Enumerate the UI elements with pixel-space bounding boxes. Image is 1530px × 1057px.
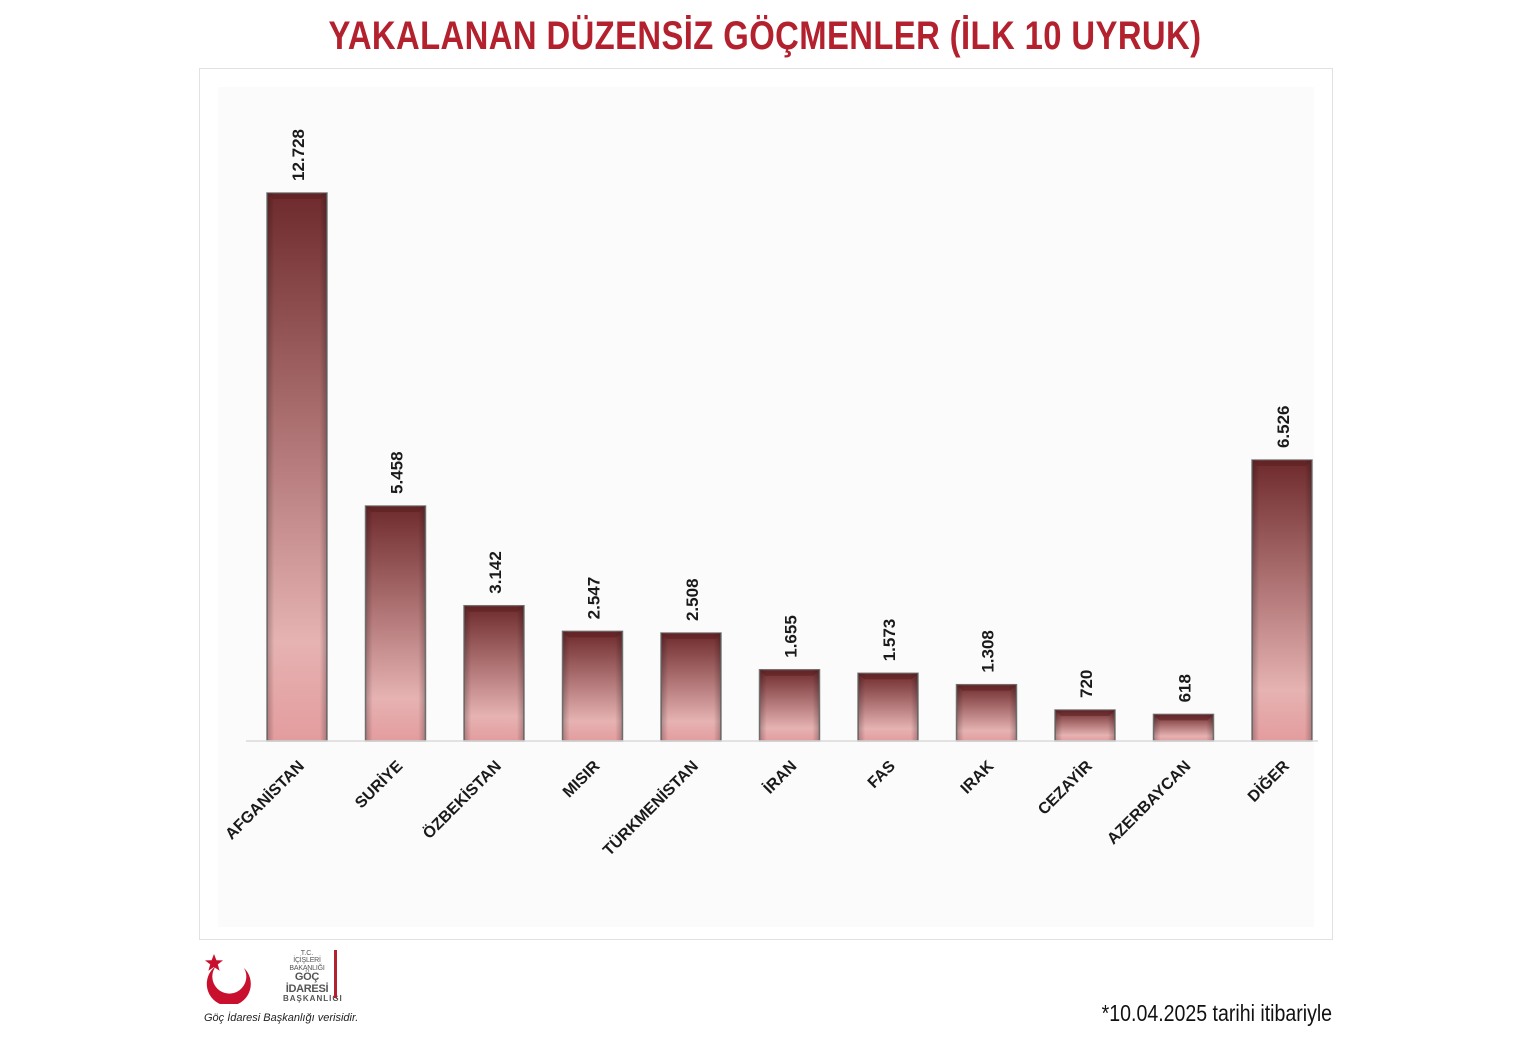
bar-shade [661,633,721,741]
bars-layer [266,192,1313,742]
bar-value-label: 618 [1176,674,1195,702]
bar-cap [267,193,327,199]
bar-shade [365,506,426,741]
bar-6 [758,668,821,742]
bar-value-label: 1.573 [880,619,899,662]
logo-line-1: T.C. [300,950,314,957]
logo-line-4: BAŞKANLIĞI [283,994,343,1004]
chart-area: 12.728 AFGANİSTAN 5.458 SURİYE 3.142 ÖZBEKİST… [199,68,1333,940]
source-note: Göç İdaresi Başkanlığı verisidir. [204,1012,359,1024]
bar-value-label: 720 [1077,670,1096,698]
bar-8 [955,683,1018,742]
bar-5 [660,632,722,742]
bar-value-label: 1.308 [979,630,998,673]
bar-value-label: 3.142 [486,551,505,594]
bar-shade [759,669,820,741]
logo-divider [334,950,337,998]
bar-9 [1054,709,1116,742]
bar-cap [1055,710,1115,717]
chart-title: YAKALANAN DÜZENSİZ GÖÇMENLER (İLK 10 UYR… [328,14,1202,58]
goc-idaresi-logo [205,954,251,1004]
date-note: *10.04.2025 tarihi itibariyle [1101,1000,1332,1026]
bar-shade [464,605,524,741]
logo-text: T.C. İÇİŞLERİ BAKANLIĞI GÖÇ İDARESİ BAŞK… [283,950,343,1004]
bar-chart: 12.728AFGANİSTAN5.458SURİYE3.142ÖZBEKİST… [218,87,1318,927]
bar-cap [464,605,524,612]
logo-line-2: İÇİŞLERİ BAKANLIĞI [289,957,325,972]
bar-2 [364,505,427,742]
bar-cap [1252,460,1312,467]
bar-10 [1152,713,1215,742]
bar-cap [1153,714,1214,721]
crescent-star-icon [205,954,251,1004]
bar-value-label: 5.458 [388,451,407,494]
bar-cap [661,633,721,640]
bar-7 [857,672,919,742]
bar-cap [858,673,918,680]
bar-cap [365,506,426,513]
bar-cap [562,631,623,638]
bar-value-label: 1.655 [782,615,801,658]
bar-3 [463,604,525,742]
bar-shade [267,193,327,741]
bar-shade [956,684,1017,741]
logo-line-3: GÖÇ İDARESİ [285,971,329,995]
bar-value-label: 2.547 [585,577,604,620]
bar-value-label: 6.526 [1274,405,1293,448]
bar-cap [956,684,1017,691]
bar-1 [266,192,328,742]
bar-4 [561,630,624,742]
bar-shade [858,673,918,741]
bar-value-label: 2.508 [683,578,702,621]
bar-value-label: 12.728 [289,129,308,181]
bar-11 [1251,459,1313,742]
bar-shade [562,631,623,741]
bar-shade [1252,460,1312,741]
bar-cap [759,669,820,676]
